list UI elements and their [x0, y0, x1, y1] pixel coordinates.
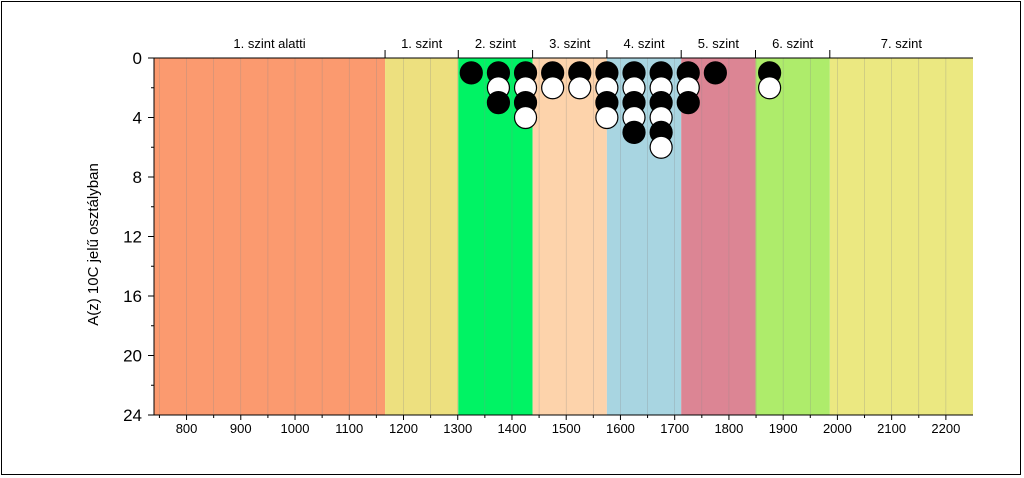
data-point-open: [758, 76, 782, 100]
band-4: [532, 58, 607, 415]
data-point-open: [568, 76, 592, 100]
x-tick-label: 1400: [498, 421, 527, 436]
data-point-filled: [486, 91, 511, 115]
y-tick-label: 4: [133, 109, 142, 128]
data-point-filled: [703, 61, 727, 85]
data-point-open: [513, 105, 538, 130]
band-7: [755, 58, 830, 415]
y-tick-label: 20: [123, 347, 142, 366]
band-8: [829, 58, 973, 415]
x-tick-label: 1300: [443, 421, 472, 436]
y-tick-label: 0: [133, 49, 142, 68]
y-axis-label: A(z) 10C jelű osztályban: [85, 163, 102, 326]
y-tick-label: 24: [123, 406, 142, 425]
x-tick-label: 2100: [877, 421, 906, 436]
band-label: 2. szint: [475, 36, 517, 51]
y-tick-label: 12: [123, 228, 142, 247]
data-point-filled: [459, 61, 483, 85]
band-label: 6. szint: [772, 36, 814, 51]
band-label: 1. szint alatti: [233, 36, 305, 51]
x-tick-label: 800: [176, 421, 198, 436]
x-tick-label: 1800: [714, 421, 743, 436]
band-1: [154, 58, 386, 415]
band-label: 3. szint: [549, 36, 591, 51]
band-label: 7. szint: [881, 36, 923, 51]
band-label: 5. szint: [698, 36, 740, 51]
x-tick-label: 1000: [281, 421, 310, 436]
x-tick-label: 2200: [931, 421, 960, 436]
data-point-open: [595, 105, 619, 130]
x-tick-label: 1900: [769, 421, 798, 436]
band-2: [385, 58, 459, 415]
y-tick-label: 16: [123, 287, 142, 306]
band-label: 1. szint: [401, 36, 443, 51]
x-tick-label: 1600: [606, 421, 635, 436]
x-tick-label: 1700: [660, 421, 689, 436]
band-6: [681, 58, 756, 415]
data-point-filled: [676, 91, 700, 115]
x-tick-label: 2000: [823, 421, 852, 436]
data-point-filled: [622, 120, 646, 144]
band-label: 4. szint: [623, 36, 665, 51]
x-tick-label: 1200: [389, 421, 418, 436]
x-tick-label: 900: [230, 421, 252, 436]
data-point-open: [649, 135, 673, 159]
x-tick-label: 1100: [335, 421, 363, 436]
x-tick-label: 1500: [552, 421, 581, 436]
data-point-open: [541, 76, 565, 100]
y-tick-label: 8: [133, 168, 142, 187]
